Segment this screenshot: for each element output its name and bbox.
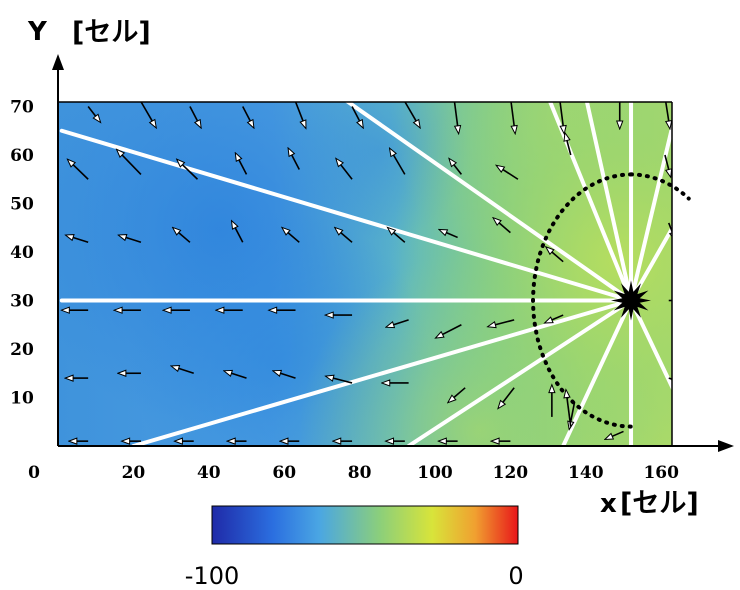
x-axis-arrow-icon: [718, 440, 734, 452]
vector-arrow-1: [140, 102, 152, 121]
y-axis-arrow-icon: [52, 54, 64, 70]
vector-arrow-24: [126, 237, 142, 244]
y-tick-label-70: 70: [10, 98, 34, 118]
vector-arrow-15: [239, 160, 248, 175]
vector-arrow-25: [179, 233, 191, 243]
vector-arrow-14: [182, 165, 199, 180]
vector-arrow-43: [552, 314, 564, 320]
vector-arrow-31: [499, 223, 511, 234]
vector-arrow-21: [567, 140, 572, 156]
ray-line-12: [629, 298, 672, 390]
x-axis-label: x: [600, 489, 617, 519]
vector-arrow-30: [446, 233, 458, 239]
y-tick-label-30: 30: [10, 292, 34, 312]
vector-arrow-13: [122, 155, 142, 175]
vector-arrow-28: [341, 233, 353, 243]
boundary-arc-top: [629, 172, 691, 201]
vector-arrow-41: [443, 324, 462, 335]
vector-arrow-54: [571, 402, 576, 421]
boundary-arc-path: [530, 172, 633, 429]
vector-arrows: [69, 102, 672, 441]
heatmap-field: [58, 102, 672, 446]
x-tick-label-60: 60: [272, 463, 296, 483]
vector-arrow-47: [179, 368, 194, 375]
x-tick-label-0: 0: [28, 463, 40, 483]
vector-arrow-9: [559, 102, 563, 126]
y-tick-label-60: 60: [10, 146, 34, 166]
axes: [52, 54, 734, 452]
x-tick-label-160: 160: [643, 463, 679, 483]
x-tick-label-20: 20: [122, 463, 146, 483]
vector-arrow-5: [351, 106, 360, 122]
vector-arrow-16: [292, 155, 300, 170]
y-tick-label-20: 20: [10, 340, 34, 360]
vector-arrow-27: [288, 233, 300, 243]
colorbar-gradient: [211, 505, 519, 545]
vector-arrow-40: [394, 319, 409, 325]
ray-lines: [59, 102, 672, 446]
vector-arrow-26: [235, 228, 244, 243]
vector-arrow-50: [333, 378, 353, 384]
x-tick-label-120: 120: [493, 463, 529, 483]
vector-arrow-52: [454, 387, 466, 398]
vector-arrow-23: [73, 237, 89, 244]
y-tick-label-10: 10: [10, 389, 34, 409]
vector-arrow-53: [503, 387, 515, 403]
vector-arrow-4: [294, 102, 304, 121]
ray-line-4: [406, 298, 634, 446]
vector-arrow-11: [664, 102, 669, 121]
vector-arrow-6: [404, 102, 416, 121]
vector-arrow-0: [87, 106, 96, 117]
vector-arrow-67: [612, 430, 624, 436]
vector-arrow-20: [503, 170, 519, 180]
y-axis-label: Y: [27, 17, 48, 47]
vector-arrow-32: [552, 252, 564, 263]
vector-arrow-49: [280, 373, 296, 379]
colorbar: -100 0: [185, 505, 524, 590]
x-tick-label-80: 80: [348, 463, 372, 483]
vector-arrow-12: [73, 165, 89, 180]
x-tick-label-40: 40: [197, 463, 221, 483]
vector-arrow-42: [495, 319, 515, 325]
source-star-icon: [611, 280, 651, 321]
vector-arrow-8: [510, 102, 514, 126]
vector-arrow-48: [231, 373, 247, 379]
ray-line-1: [59, 128, 634, 303]
x-axis-unit: [セル]: [620, 488, 699, 519]
ray-line-2: [344, 102, 634, 303]
x-tick-label-140: 140: [568, 463, 604, 483]
y-tick-label-40: 40: [10, 243, 34, 263]
vector-arrow-3: [242, 106, 251, 122]
ray-line-7: [584, 102, 634, 303]
colorbar-max-label: 0: [508, 562, 523, 590]
colorbar-min-label: -100: [185, 562, 239, 590]
vector-arrow-19: [454, 165, 463, 175]
vector-arrow-2: [189, 106, 198, 122]
ray-line-3: [131, 298, 634, 446]
vector-arrow-18: [394, 155, 406, 175]
vector-arrow-22: [664, 154, 669, 170]
vector-arrow-17: [341, 165, 353, 180]
vector-arrow-66: [567, 398, 572, 427]
x-tick-label-100: 100: [417, 463, 453, 483]
y-tick-label-50: 50: [10, 195, 34, 215]
x-tick-labels: 0 20 40 60 80 100 120 140 160: [28, 463, 679, 483]
y-tick-labels: 10 20 30 40 50 60 70: [10, 98, 34, 409]
y-axis-unit: [セル]: [72, 17, 151, 48]
source-star-shape: [611, 280, 651, 321]
vector-arrow-7: [453, 102, 458, 126]
boundary-arc: [530, 172, 691, 429]
vector-arrow-29: [394, 233, 406, 243]
ray-line-5: [561, 298, 634, 446]
